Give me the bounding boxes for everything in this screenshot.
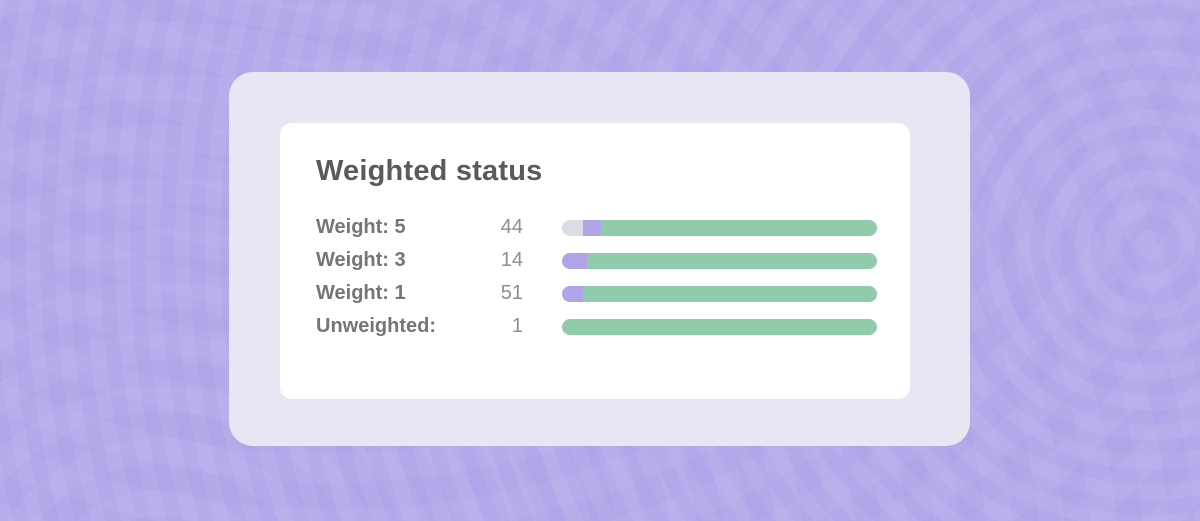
status-row: Weight: 3 14 — [316, 244, 877, 277]
widget-panel: Weighted status Weight: 5 44 Weight: 3 14 We… — [229, 72, 970, 446]
bar-segment-done — [587, 252, 877, 269]
row-label: Unweighted: — [316, 315, 436, 337]
row-value: 14 — [500, 249, 523, 271]
status-bar — [562, 219, 877, 236]
status-row: Weight: 5 44 — [316, 211, 877, 244]
status-bar — [562, 252, 877, 269]
bar-segment-done — [562, 318, 877, 335]
bar-segment-done — [583, 285, 877, 302]
bar-segment-in-progress — [562, 252, 588, 269]
status-bar — [562, 285, 877, 302]
bar-segment-pending — [562, 219, 584, 236]
bar-segment-in-progress — [583, 219, 602, 236]
bar-segment-in-progress — [562, 285, 584, 302]
weighted-status-card: Weighted status Weight: 5 44 Weight: 3 14 We… — [280, 123, 910, 399]
row-label: Weight: 5 — [316, 216, 406, 238]
row-label: Weight: 3 — [316, 249, 406, 271]
bar-segment-done — [601, 219, 877, 236]
row-label: Weight: 1 — [316, 282, 406, 304]
status-bar — [562, 318, 877, 335]
row-value: 44 — [500, 216, 523, 238]
status-row: Unweighted: 1 — [316, 310, 877, 343]
card-title: Weighted status — [316, 155, 543, 187]
status-row: Weight: 1 51 — [316, 277, 877, 310]
status-rows: Weight: 5 44 Weight: 3 14 Weight: 1 51 Unweigh… — [280, 211, 910, 343]
row-value: 1 — [511, 315, 523, 337]
row-value: 51 — [500, 282, 523, 304]
